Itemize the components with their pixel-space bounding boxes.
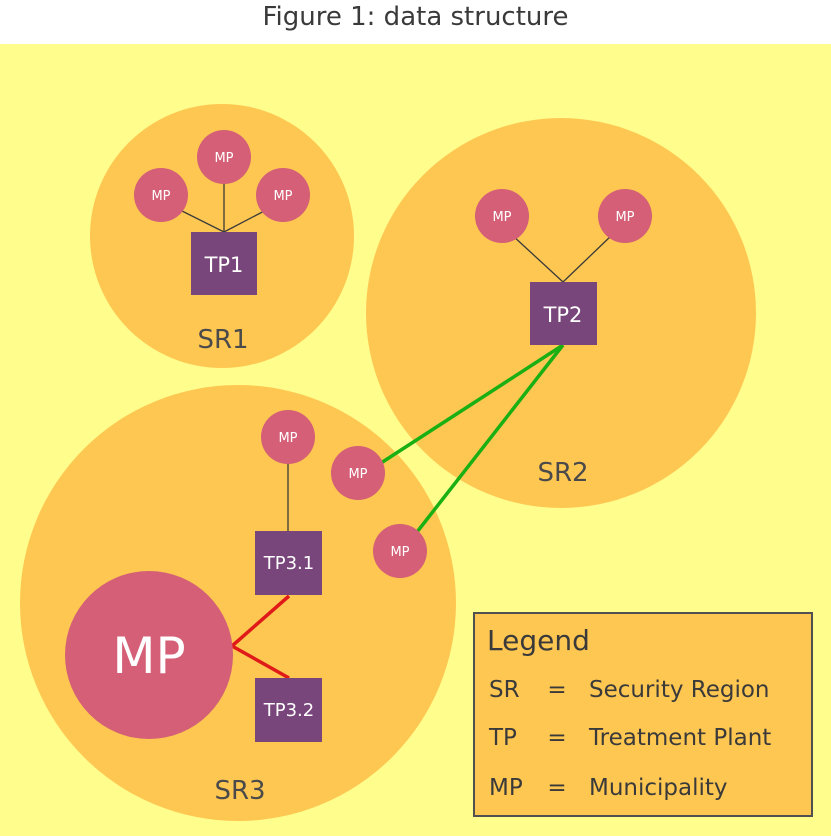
legend-meaning-tp: Treatment Plant xyxy=(588,725,771,751)
municipality-sr3-big: MP xyxy=(65,571,233,739)
region-label-sr3: SR3 xyxy=(214,776,265,806)
legend-abbr-mp: MP xyxy=(489,775,523,801)
svg-text:MP: MP xyxy=(390,545,409,560)
edge-red-tp32-mp-big xyxy=(231,644,290,680)
legend-eq-tp: = xyxy=(547,725,566,751)
municipality-sr2-left: MP xyxy=(475,189,529,243)
svg-text:MP: MP xyxy=(348,467,367,482)
svg-text:MP: MP xyxy=(492,210,511,225)
edge-green-tp2-mp-mid xyxy=(380,343,564,465)
svg-text:MP: MP xyxy=(112,627,185,685)
svg-text:MP: MP xyxy=(278,431,297,446)
municipality-sr3-low: MP xyxy=(373,524,427,578)
diagram-canvas: MP MP MP MP MP MP MP MP MP TP1 TP2 xyxy=(0,44,831,836)
edge-tp2-mp-left xyxy=(511,234,564,283)
municipality-sr1-top: MP xyxy=(197,130,251,184)
municipality-sr1-left: MP xyxy=(134,168,188,222)
legend-title: Legend xyxy=(487,624,590,657)
legend-eq-sr: = xyxy=(547,677,566,703)
figure-title: Figure 1: data structure xyxy=(262,2,569,32)
edge-tp2-mp-right xyxy=(562,234,613,283)
svg-text:TP3.1: TP3.1 xyxy=(263,553,314,574)
legend-box xyxy=(473,612,813,817)
svg-text:TP1: TP1 xyxy=(204,253,244,277)
plant-tp32: TP3.2 xyxy=(255,678,322,742)
svg-text:MP: MP xyxy=(273,189,292,204)
region-label-sr2: SR2 xyxy=(537,458,588,488)
municipality-sr1-right: MP xyxy=(256,168,310,222)
legend-meaning-sr: Security Region xyxy=(589,677,770,703)
diagram-svg: MP MP MP MP MP MP MP MP MP TP1 TP2 xyxy=(20,104,813,821)
plant-tp1: TP1 xyxy=(191,232,257,295)
svg-text:TP2: TP2 xyxy=(543,303,583,327)
municipality-sr2-right: MP xyxy=(598,189,652,243)
plant-tp2: TP2 xyxy=(530,282,597,345)
edge-green-tp2-mp-low xyxy=(415,343,565,534)
region-label-sr1: SR1 xyxy=(197,325,248,355)
plant-tp31: TP3.1 xyxy=(255,531,322,595)
svg-text:MP: MP xyxy=(214,151,233,166)
edge-red-tp31-mp-big xyxy=(230,594,291,648)
legend-meaning-mp: Municipality xyxy=(589,775,728,801)
legend: Legend SR = Security Region TP = Treatme… xyxy=(473,612,813,817)
municipality-sr3-mid: MP xyxy=(331,446,385,500)
municipality-sr3-top: MP xyxy=(261,410,315,464)
legend-eq-mp: = xyxy=(547,775,566,801)
legend-abbr-sr: SR xyxy=(489,677,520,703)
edge-tp1-mp-left xyxy=(175,207,225,233)
svg-text:MP: MP xyxy=(151,189,170,204)
legend-abbr-tp: TP xyxy=(488,725,517,751)
svg-text:MP: MP xyxy=(615,210,634,225)
svg-text:TP3.2: TP3.2 xyxy=(263,700,314,721)
